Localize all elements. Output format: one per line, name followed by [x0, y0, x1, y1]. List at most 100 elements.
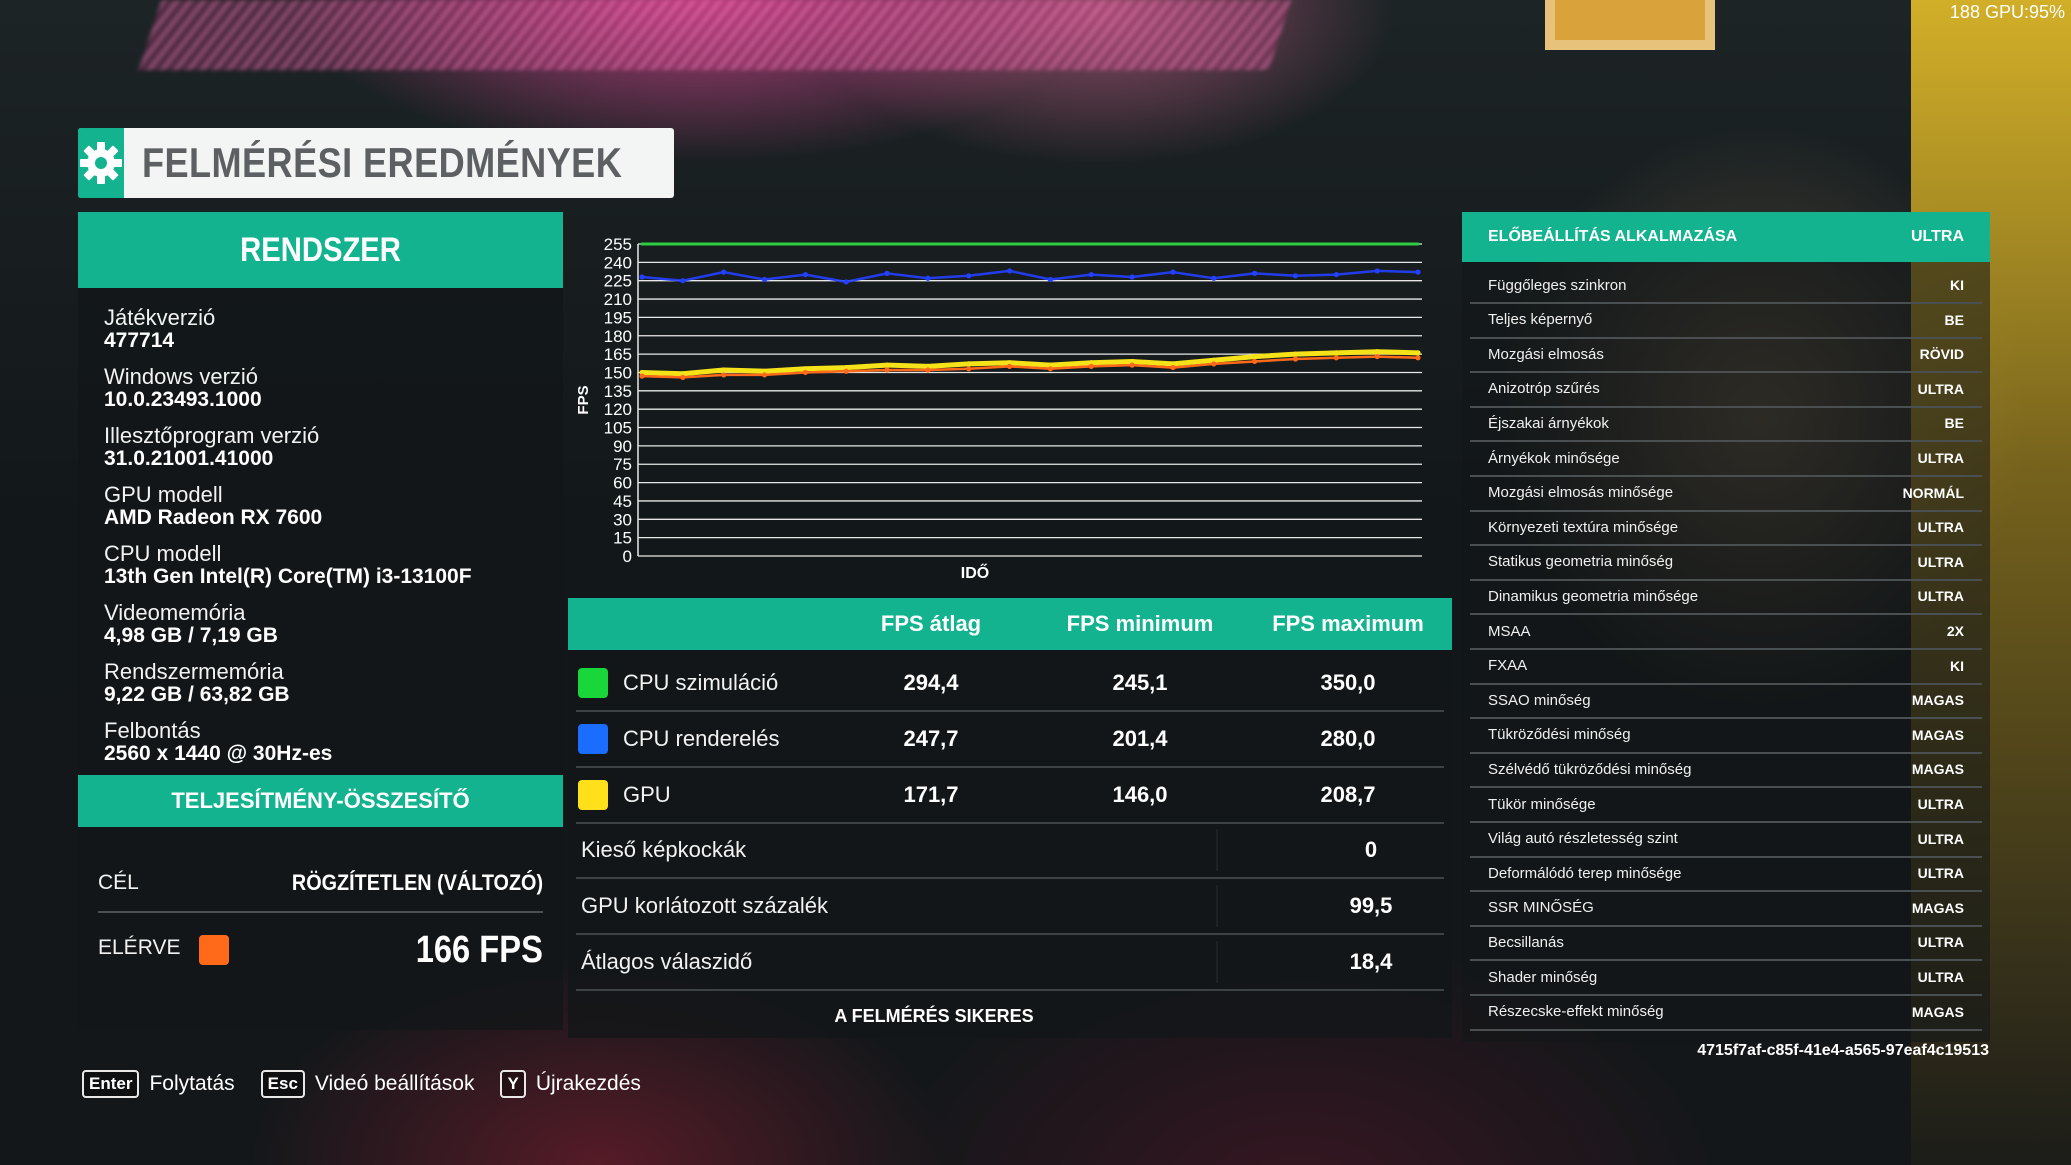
data-point — [1333, 350, 1339, 356]
data-point — [802, 271, 808, 278]
performance-summary-header: TELJESÍTMÉNY-ÖSSZESÍTŐ — [78, 775, 563, 827]
header-fps-avg: FPS átlag — [880, 611, 982, 636]
fps-table-row: CPU renderelés 247,7 201,4 280,0 — [576, 712, 1444, 768]
data-point — [925, 363, 931, 369]
series-line — [641, 355, 1419, 379]
setting-name: Mozgási elmosás — [1488, 345, 1604, 363]
fps-max-value: 208,7 — [1320, 782, 1376, 807]
system-info-item: Videomemória 4,98 GB / 7,19 GB — [104, 601, 563, 647]
system-info-value: 31.0.21001.41000 — [104, 447, 274, 470]
setting-name: SSAO minőség — [1488, 691, 1591, 709]
setting-value: KI — [1950, 277, 1964, 293]
fps-avg-value: 171,7 — [903, 782, 959, 807]
setting-value: ULTRA — [1917, 450, 1964, 466]
series-line — [641, 349, 1419, 377]
data-point — [1129, 274, 1135, 280]
data-point — [680, 374, 686, 380]
data-point — [1374, 268, 1380, 274]
data-point — [1006, 268, 1013, 274]
data-point — [639, 274, 645, 280]
setting-row: Részecske-effekt minőség MAGAS — [1470, 995, 1982, 1031]
setting-name: Árnyékok minősége — [1488, 449, 1620, 467]
session-id: 4715f7af-c85f-41e4-a565-97eaf4c19513 — [1697, 1042, 1989, 1059]
fps-table-row: GPU 171,7 146,0 208,7 — [576, 768, 1444, 824]
data-point — [1212, 242, 1216, 246]
achieved-value: 166 FPS — [415, 928, 543, 971]
data-point — [926, 242, 930, 246]
data-point — [1293, 242, 1297, 246]
stat-name: Átlagos válaszidő — [581, 949, 753, 974]
key-badge[interactable]: Enter — [82, 1070, 140, 1098]
y-tick-label: 225 — [604, 272, 632, 291]
data-point — [802, 366, 808, 372]
data-point — [884, 270, 890, 276]
data-point — [1089, 242, 1093, 246]
fps-min-value: 245,1 — [1112, 670, 1168, 695]
data-point — [1375, 242, 1379, 246]
data-point — [761, 368, 768, 374]
y-tick-label: 240 — [604, 253, 632, 272]
setting-value: ULTRA — [1917, 380, 1964, 397]
preset-label: ELŐBEÁLLÍTÁS ALKALMAZÁSA — [1488, 228, 1738, 245]
system-info-label: Felbontás — [104, 718, 201, 743]
data-point — [1088, 271, 1094, 278]
fps-avg-value: 294,4 — [903, 670, 959, 695]
system-info-label: Rendszermemória — [104, 659, 284, 684]
setting-name: Éjszakai árnyékok — [1488, 414, 1609, 432]
system-info-value: 13th Gen Intel(R) Core(TM) i3-13100F — [104, 565, 472, 588]
data-point — [721, 372, 727, 378]
hint-videó[interactable]: Esc Videó beállítások — [260, 1070, 475, 1098]
data-point — [761, 372, 768, 378]
data-point — [640, 242, 644, 246]
setting-row: Szélvédő tükröződési minőség MAGAS — [1470, 752, 1982, 789]
system-header: RENDSZER — [78, 212, 563, 288]
system-info-value: 477714 — [104, 329, 175, 352]
setting-value: ULTRA — [1917, 830, 1964, 847]
controller-hints: Enter Folytatás Esc Videó beállítások Y Új… — [82, 1070, 667, 1098]
hint-újrakezdés[interactable]: Y Újrakezdés — [500, 1070, 641, 1098]
achieved-color-swatch — [198, 935, 229, 965]
setting-row: Mozgási elmosás RÖVID — [1470, 337, 1982, 374]
fps-stat-row: Átlagos válaszidő 18,4 — [576, 935, 1444, 991]
setting-name: Teljes képernyő — [1488, 311, 1593, 329]
setting-name: SSR MINŐSÉG — [1488, 899, 1594, 917]
data-point — [1415, 355, 1421, 361]
fps-max-value: 350,0 — [1320, 670, 1376, 695]
data-point — [1211, 275, 1217, 281]
setting-name: Részecske-effekt minőség — [1488, 1003, 1664, 1021]
key-badge[interactable]: Y — [500, 1070, 526, 1098]
hint-folytatás[interactable]: Enter Folytatás — [82, 1070, 235, 1098]
setting-value: RÖVID — [1919, 346, 1964, 363]
setting-value: BE — [1944, 311, 1964, 328]
data-point — [1047, 276, 1054, 283]
hint-label: Folytatás — [149, 1072, 235, 1095]
data-point — [1252, 358, 1258, 365]
data-point — [1088, 360, 1094, 366]
setting-name: Dinamikus geometria minősége — [1488, 587, 1699, 605]
setting-value: ULTRA — [1917, 865, 1964, 882]
y-tick-label: 60 — [613, 474, 632, 493]
data-point — [884, 362, 890, 368]
hint-label: Videó beállítások — [314, 1072, 475, 1095]
data-point — [843, 368, 849, 374]
key-badge[interactable]: Esc — [260, 1070, 305, 1098]
setting-row: Árnyékok minősége ULTRA — [1470, 441, 1982, 477]
fps-table: FPS átlag FPS minimum FPS maximum CPU sz… — [568, 598, 1452, 1038]
target-value: RÖGZÍTETLEN (VÁLTOZÓ) — [291, 870, 543, 895]
page-title-bar: FELMÉRÉSI EREDMÉNYEK — [78, 128, 674, 198]
setting-row: FXAA KI — [1470, 649, 1982, 685]
data-point — [925, 275, 931, 281]
system-info-label: Videomemória — [104, 600, 246, 625]
setting-row: Tükör minősége ULTRA — [1470, 787, 1982, 823]
system-info-value: 4,98 GB / 7,19 GB — [104, 624, 278, 647]
preset-value: ULTRA — [1910, 228, 1964, 245]
data-point — [967, 242, 971, 246]
data-point — [884, 367, 890, 373]
y-tick-label: 210 — [604, 290, 632, 309]
stat-value: 99,5 — [1349, 893, 1393, 918]
header-fps-min: FPS minimum — [1066, 611, 1214, 636]
y-tick-label: 255 — [604, 235, 632, 254]
fps-table-row: CPU szimuláció 294,4 245,1 350,0 — [576, 656, 1444, 712]
stat-name: GPU korlátozott százalék — [581, 893, 828, 918]
fps-min-value: 201,4 — [1112, 726, 1168, 751]
